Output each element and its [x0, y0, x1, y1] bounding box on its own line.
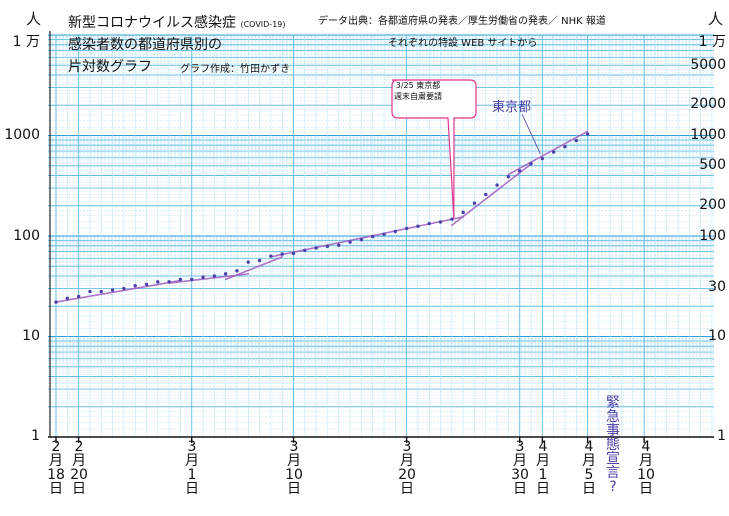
data-point — [144, 282, 149, 287]
y-tick-left-10: 10 — [22, 328, 40, 344]
x-tick-0301: 3 月 1 日 — [185, 439, 199, 497]
data-source-line1: データ出典：各都道府県の発表／厚生労働省の発表／ NHK 報道 — [318, 16, 606, 27]
data-point — [529, 162, 533, 166]
data-point — [122, 286, 126, 291]
weekend-request-note: 3/25 東京都 週末自粛要請 — [394, 81, 442, 101]
data-point — [110, 288, 115, 292]
y-tick-right-2000: 2000 — [690, 96, 726, 112]
y-tick-right-5000: 5000 — [690, 57, 726, 73]
x-tick-0410: 4 月 10 日 — [637, 439, 655, 497]
data-point — [551, 150, 556, 154]
y-tick-left-1000: 1000 — [4, 127, 40, 143]
trend-line — [224, 256, 284, 281]
data-point — [235, 269, 239, 273]
x-tick-0218: 2 月 18 日 — [47, 439, 65, 497]
data-point — [99, 289, 103, 294]
x-tick-0220: 2 月 20 日 — [70, 439, 88, 497]
data-point — [269, 254, 273, 258]
y-tick-right-1: 1 — [717, 428, 726, 444]
data-point — [461, 210, 465, 215]
data-point — [382, 232, 386, 236]
data-point — [190, 277, 194, 282]
data-point — [212, 274, 217, 278]
y-tick-left-10000: 1 万 — [12, 34, 40, 50]
trend-line — [451, 163, 532, 227]
x-tick-0405: 4 月 5 日 — [582, 439, 596, 497]
chart-author: グラフ作成：竹田かずき — [180, 64, 290, 75]
data-point — [76, 294, 81, 299]
chart-title-line1: 新型コロナウイルス感染症 (COVID-19) — [68, 15, 286, 31]
data-point — [495, 183, 499, 187]
x-tick-0320: 3 月 20 日 — [398, 439, 416, 497]
data-point — [585, 132, 590, 136]
data-point — [574, 138, 578, 143]
data-point — [393, 229, 398, 234]
data-point — [348, 240, 352, 244]
x-tick-0330: 3 月 30 日 — [511, 439, 529, 497]
trend-line — [55, 279, 182, 303]
chart-title-line3: 片対数グラフ — [68, 59, 152, 75]
data-point — [450, 217, 454, 221]
data-point — [404, 226, 409, 231]
data-point — [416, 224, 420, 228]
x-tick-0310: 3 月 10 日 — [285, 439, 303, 497]
data-point — [54, 300, 58, 304]
data-point — [178, 277, 183, 282]
y-tick-right-30: 30 — [708, 279, 726, 295]
data-point — [156, 280, 160, 284]
data-point — [484, 192, 488, 197]
data-point — [325, 244, 330, 248]
y-tick-right-200: 200 — [699, 197, 726, 213]
y-tick-right-10000: 1 万 — [698, 34, 726, 50]
data-point — [257, 258, 262, 263]
data-point — [370, 234, 375, 239]
annotation-bubble — [391, 79, 477, 219]
data-point — [337, 243, 341, 247]
series-label-pointer — [521, 113, 541, 154]
y-tick-left-1: 1 — [31, 428, 40, 444]
data-point — [427, 221, 431, 226]
data-point — [88, 289, 92, 294]
y-tick-right-1000: 1000 — [690, 127, 726, 143]
y-axis-unit-left: 人 — [26, 10, 42, 28]
data-point — [133, 284, 137, 288]
data-point — [563, 144, 567, 149]
tokyo-series-label: 東京都 — [492, 100, 532, 115]
trend-line — [507, 130, 589, 176]
data-source-line2: それぞれの特設 WEB サイトから — [388, 38, 538, 49]
chart-title-small: (COVID-19) — [240, 20, 286, 29]
x-tick-0401: 4 月 1 日 — [536, 439, 550, 497]
data-point — [291, 251, 296, 256]
data-point — [359, 237, 364, 242]
y-tick-right-500: 500 — [699, 157, 726, 173]
data-point — [506, 175, 511, 179]
data-point — [438, 220, 443, 224]
chart-title-line2: 感染者数の都道府県別の — [68, 37, 222, 53]
data-point — [280, 252, 284, 256]
trend-line — [270, 216, 464, 258]
y-tick-right-10: 10 — [708, 328, 726, 344]
y-tick-left-100: 100 — [13, 228, 40, 244]
data-point — [167, 280, 171, 284]
data-point — [472, 201, 477, 205]
data-point — [303, 248, 307, 253]
data-point — [540, 156, 545, 161]
data-point — [518, 169, 522, 173]
data-point — [223, 272, 228, 276]
data-point — [65, 296, 70, 300]
y-tick-right-100: 100 — [699, 228, 726, 244]
emergency-declaration-note: 緊 急 事 態 宣 言 ? — [606, 395, 620, 495]
data-point — [201, 275, 205, 279]
y-axis-unit-right: 人 — [708, 10, 724, 28]
data-point — [246, 260, 250, 264]
data-point — [314, 246, 318, 250]
